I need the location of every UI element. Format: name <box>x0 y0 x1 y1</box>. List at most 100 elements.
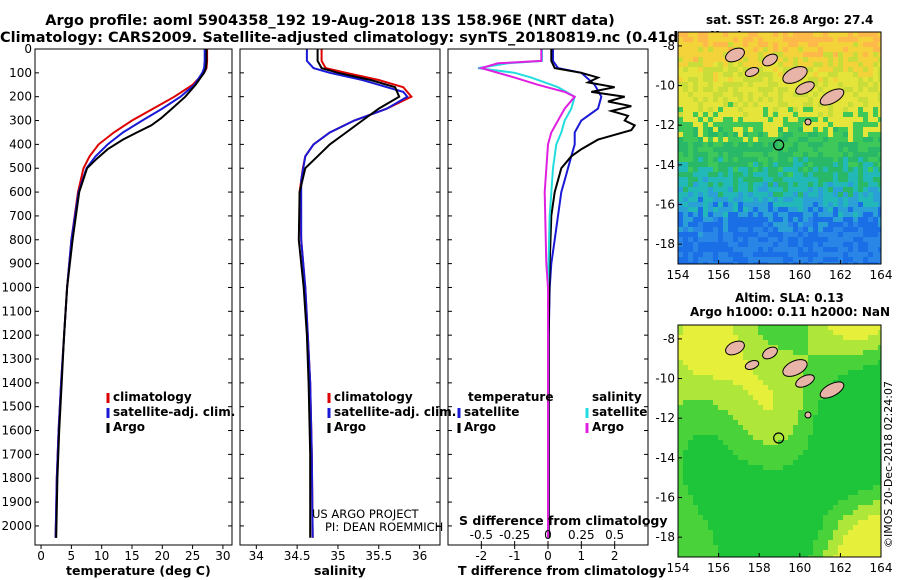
temp-legend-climatology: climatology <box>113 390 192 404</box>
diff-top-tick-label: -0.25 <box>499 528 530 542</box>
depth-tick-label: 1000 <box>1 280 32 294</box>
imos-credit: ©IMOS 20-Dec-2018 02:24:07 <box>882 381 895 548</box>
diff-top-tick-label: 0 <box>544 528 552 542</box>
temperature-xtick-label: 25 <box>185 549 200 563</box>
depth-tick-label: 1400 <box>1 376 32 390</box>
sla_map-frame <box>677 324 882 558</box>
temperature-plot-frame <box>34 48 233 546</box>
differences-xtick-label: 2 <box>611 549 619 563</box>
sla_map-island <box>795 374 815 388</box>
depth-tick-label: 400 <box>9 137 32 151</box>
differences-xtick-label: -1 <box>509 549 521 563</box>
depth-tick-label: 300 <box>9 114 32 128</box>
depth-tick-label: 1900 <box>1 495 32 509</box>
sst_map-frame <box>677 31 882 265</box>
sst_map-ytick-label: -8 <box>663 39 675 53</box>
differences-series-t-argo <box>547 49 637 538</box>
sst_map-xtick-label: 164 <box>870 268 893 282</box>
diff-legend-t-satellite: satellite <box>464 405 520 419</box>
sla_map-profile-marker <box>773 432 785 444</box>
sla_map-ytick-label: -18 <box>655 530 675 544</box>
depth-tick-label: 2000 <box>1 519 32 533</box>
sal-legend-argo: Argo <box>334 420 367 434</box>
sst_map-xtick-label: 156 <box>707 268 730 282</box>
diff-legend-salinity-title: salinity <box>592 390 642 404</box>
depth-tick-label: 700 <box>9 209 32 223</box>
sst_map-ytick-label: -16 <box>655 198 675 212</box>
sst_map-ytick-label: -14 <box>655 158 675 172</box>
diff-top-tick-label: -0.5 <box>470 528 493 542</box>
project-annotation: US ARGO PROJECT <box>312 507 419 521</box>
sla-map-title-2: Argo h1000: 0.11 h2000: NaN <box>690 305 891 319</box>
depth-tick-label: 1800 <box>1 471 32 485</box>
sla_map-xtick-label: 158 <box>748 561 771 575</box>
sst_map-island <box>782 66 808 84</box>
sst_map-island <box>762 53 778 67</box>
sst_map-island <box>819 88 845 106</box>
sla_map-ytick-label: -16 <box>655 491 675 505</box>
sst_map-profile-marker <box>773 139 785 151</box>
depth-tick-label: 600 <box>9 185 32 199</box>
sst_map-xtick-label: 162 <box>829 268 852 282</box>
title-line-1: Argo profile: aoml 5904358_192 19-Aug-20… <box>45 13 615 29</box>
sst_map-heatmap <box>678 32 881 264</box>
sal-legend-satellite: satellite-adj. clim. <box>334 405 457 419</box>
depth-tick-label: 1600 <box>1 424 32 438</box>
sst_map-island <box>725 47 745 63</box>
depth-tick-label: 1700 <box>1 447 32 461</box>
sla_map-xtick-label: 156 <box>707 561 730 575</box>
depth-tick-label: 900 <box>9 257 32 271</box>
depth-tick-label: 1200 <box>1 328 32 342</box>
salinity-xlabel: salinity <box>314 563 366 578</box>
sla_map-island <box>819 381 845 399</box>
sla_map-xtick-label: 154 <box>667 561 690 575</box>
temperature-xtick-label: 20 <box>155 549 170 563</box>
differences-xtick-label: -2 <box>475 549 487 563</box>
depth-tick-label: 0 <box>24 42 32 56</box>
depth-tick-label: 1300 <box>1 352 32 366</box>
differences-xtick-label: 0 <box>544 549 552 563</box>
sla_map-heatmap <box>678 325 881 557</box>
sla_map-xtick-label: 164 <box>870 561 893 575</box>
sla_map-ytick-label: -14 <box>655 451 675 465</box>
depth-tick-label: 1100 <box>1 304 32 318</box>
temperature-xtick-label: 0 <box>37 549 45 563</box>
temperature-xtick-label: 15 <box>124 549 139 563</box>
salinity-xtick-label: 34.5 <box>284 549 311 563</box>
sla_map-island <box>744 360 760 370</box>
sal-legend-climatology: climatology <box>334 390 413 404</box>
depth-tick-label: 500 <box>9 161 32 175</box>
depth-tick-label: 1500 <box>1 400 32 414</box>
diff-top-tick-label: 0.25 <box>568 528 595 542</box>
salinity-plot-frame <box>239 48 441 546</box>
salinity-xtick-label: 36 <box>412 549 427 563</box>
temperature-series-argo <box>55 49 208 538</box>
sla_map-ytick-label: -8 <box>663 332 675 346</box>
sla_map-island <box>762 346 778 360</box>
temperature-xtick-label: 5 <box>68 549 76 563</box>
temperature-series-climatology <box>54 49 209 538</box>
salinity-xtick-label: 35.5 <box>365 549 392 563</box>
diff-top-axis-label: S difference from climatology <box>459 513 668 528</box>
diff-legend-t-argo: Argo <box>464 420 497 434</box>
sst_map-island <box>744 67 760 77</box>
salinity-series-argo <box>297 49 401 538</box>
depth-tick-label: 800 <box>9 233 32 247</box>
sst_map-ytick-label: -12 <box>655 118 675 132</box>
diff-legend-s-satellite: satellite <box>592 405 648 419</box>
diff-xlabel: T difference from climatology <box>458 563 667 578</box>
differences-series-s-satellite <box>477 49 576 538</box>
sst_map-xtick-label: 158 <box>748 268 771 282</box>
diff-top-tick-label: 0.5 <box>605 528 624 542</box>
temp-legend-argo: Argo <box>113 420 146 434</box>
sla_map-island <box>804 411 812 419</box>
sst-map-title: sat. SST: 26.8 Argo: 27.4 <box>706 13 874 27</box>
differences-series-s-argo <box>477 49 577 538</box>
temperature-xtick-label: 10 <box>94 549 109 563</box>
sla-map-title-1: Altim. SLA: 0.13 <box>735 291 844 305</box>
temperature-xlabel: temperature (deg C) <box>66 563 211 578</box>
pi-annotation: PI: DEAN ROEMMICH <box>325 520 444 534</box>
diff-legend-s-argo: Argo <box>592 420 625 434</box>
depth-tick-label: 100 <box>9 66 32 80</box>
